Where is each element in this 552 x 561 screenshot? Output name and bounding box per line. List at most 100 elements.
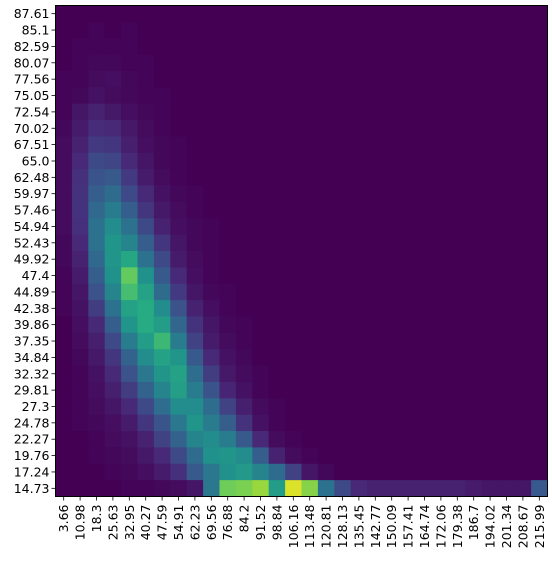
heatmap-cell bbox=[449, 87, 466, 105]
heatmap-cell bbox=[71, 447, 89, 465]
heatmap-cell bbox=[399, 365, 417, 383]
heatmap-cell bbox=[301, 300, 319, 317]
heatmap-cell bbox=[334, 5, 352, 23]
heatmap-cell bbox=[350, 398, 368, 416]
heatmap-cell bbox=[465, 185, 483, 203]
heatmap-cell bbox=[481, 447, 499, 465]
heatmap-cell bbox=[399, 463, 417, 481]
heatmap-cell bbox=[252, 381, 270, 399]
heatmap-cell bbox=[268, 185, 286, 203]
heatmap-cell bbox=[465, 332, 483, 350]
heatmap-cell bbox=[219, 267, 237, 285]
heatmap-cell bbox=[252, 120, 270, 137]
heatmap-cell bbox=[481, 185, 499, 203]
heatmap-cell bbox=[88, 169, 106, 186]
heatmap-cell bbox=[71, 365, 89, 383]
heatmap-cell bbox=[71, 152, 89, 170]
heatmap-cell bbox=[203, 38, 220, 55]
heatmap-cell bbox=[317, 447, 335, 465]
heatmap-cell bbox=[235, 480, 253, 497]
heatmap-cell bbox=[465, 120, 483, 137]
heatmap-cell bbox=[498, 447, 516, 465]
heatmap-cell bbox=[350, 480, 368, 497]
heatmap-cell bbox=[121, 463, 138, 481]
heatmap-cell bbox=[55, 185, 73, 203]
heatmap-cell bbox=[416, 218, 434, 236]
heatmap-cell bbox=[432, 447, 450, 465]
heatmap-cell bbox=[301, 136, 319, 154]
heatmap-cell bbox=[416, 365, 434, 383]
heatmap-cell bbox=[153, 234, 171, 252]
heatmap-cell bbox=[88, 251, 106, 268]
heatmap-cell bbox=[285, 283, 302, 301]
heatmap-cell bbox=[219, 480, 237, 497]
heatmap-cell bbox=[88, 201, 106, 219]
heatmap-cell bbox=[350, 267, 368, 285]
heatmap-cell bbox=[350, 120, 368, 137]
heatmap-cell bbox=[268, 447, 286, 465]
heatmap-cell bbox=[203, 447, 220, 465]
heatmap-cell bbox=[170, 169, 188, 186]
heatmap-cell bbox=[317, 38, 335, 55]
heatmap-cell bbox=[449, 381, 466, 399]
heatmap-cell bbox=[268, 480, 286, 497]
heatmap-cell bbox=[71, 480, 89, 497]
heatmap-cell bbox=[121, 70, 138, 88]
heatmap-cell bbox=[252, 169, 270, 186]
heatmap-cell bbox=[268, 463, 286, 481]
heatmap-cell bbox=[465, 365, 483, 383]
heatmap-cell bbox=[498, 332, 516, 350]
heatmap-cell bbox=[235, 332, 253, 350]
heatmap-cell bbox=[383, 398, 401, 416]
heatmap-cell bbox=[301, 103, 319, 121]
heatmap-cell bbox=[153, 332, 171, 350]
heatmap-cell bbox=[170, 332, 188, 350]
heatmap-cell bbox=[465, 447, 483, 465]
heatmap-cell bbox=[481, 38, 499, 55]
heatmap-cell bbox=[334, 103, 352, 121]
heatmap-cell bbox=[301, 234, 319, 252]
y-tick-label: 67.51 bbox=[14, 137, 50, 152]
heatmap-cell bbox=[481, 332, 499, 350]
x-tick-label: 3.66 bbox=[56, 504, 71, 532]
heatmap-cell bbox=[449, 218, 466, 236]
heatmap-cell bbox=[301, 201, 319, 219]
heatmap-cell bbox=[104, 218, 122, 236]
heatmap-cell bbox=[531, 201, 548, 219]
heatmap-cell bbox=[465, 21, 483, 39]
heatmap-cell bbox=[367, 447, 384, 465]
heatmap-cell bbox=[170, 185, 188, 203]
heatmap-cell bbox=[170, 283, 188, 301]
heatmap-cell bbox=[350, 185, 368, 203]
heatmap-cell bbox=[235, 218, 253, 236]
heatmap-cell bbox=[170, 267, 188, 285]
heatmap-cell bbox=[449, 169, 466, 186]
heatmap-cell bbox=[465, 38, 483, 55]
heatmap-cell bbox=[55, 431, 73, 448]
heatmap-cell bbox=[498, 300, 516, 317]
heatmap-cell bbox=[252, 349, 270, 366]
heatmap-cell bbox=[350, 332, 368, 350]
heatmap-cell bbox=[317, 54, 335, 72]
heatmap-cell bbox=[285, 152, 302, 170]
heatmap-cell bbox=[514, 5, 532, 23]
heatmap-cell bbox=[399, 414, 417, 432]
heatmap-cell bbox=[416, 234, 434, 252]
heatmap-cell bbox=[285, 70, 302, 88]
y-tick-label: 57.46 bbox=[14, 203, 50, 218]
heatmap-cell bbox=[416, 38, 434, 55]
y-tick-label: 27.3 bbox=[22, 399, 50, 414]
heatmap-cell bbox=[465, 316, 483, 334]
heatmap-cell bbox=[121, 267, 138, 285]
heatmap-cell bbox=[432, 103, 450, 121]
heatmap-cell bbox=[203, 120, 220, 137]
heatmap-cell bbox=[367, 463, 384, 481]
heatmap-cell bbox=[170, 431, 188, 448]
heatmap-cell bbox=[153, 103, 171, 121]
heatmap-cell bbox=[88, 283, 106, 301]
heatmap-cell bbox=[203, 103, 220, 121]
heatmap-cell bbox=[153, 349, 171, 366]
heatmap-cell bbox=[367, 431, 384, 448]
heatmap-cell bbox=[88, 365, 106, 383]
heatmap-cell bbox=[219, 431, 237, 448]
